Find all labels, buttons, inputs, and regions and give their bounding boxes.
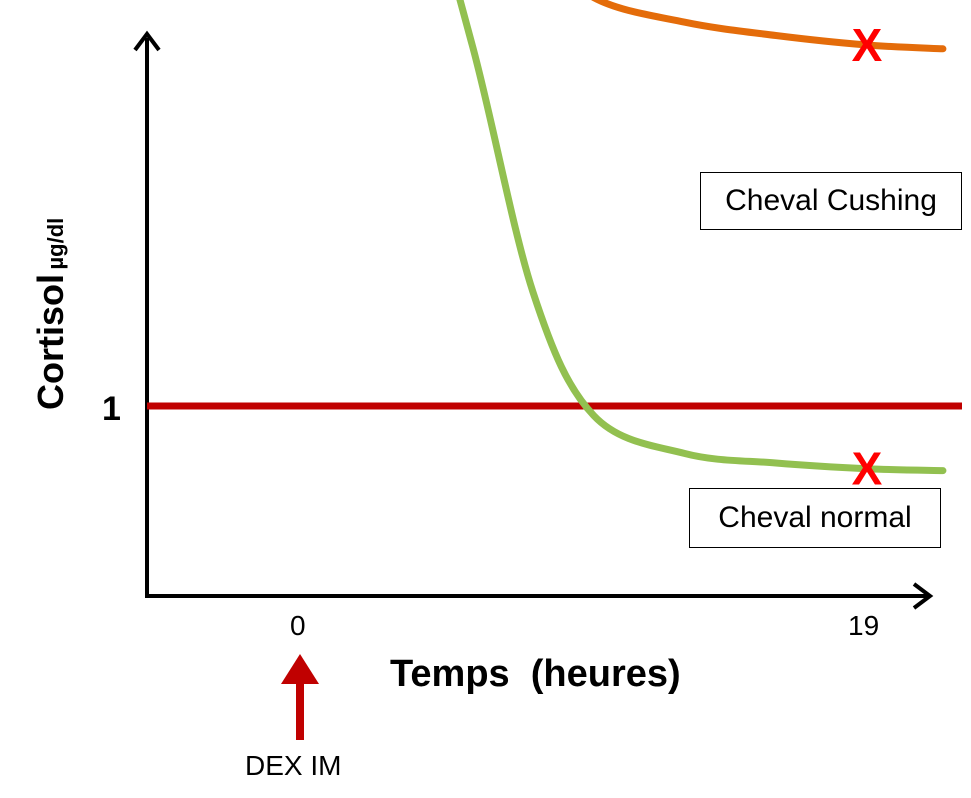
series-line-normal — [456, 0, 947, 475]
x-axis-title: Temps (heures) — [390, 653, 681, 695]
legend-cushing: Cheval Cushing — [700, 172, 962, 230]
x-tick-label-19: 19 — [848, 610, 880, 641]
x-tick-label-0: 0 — [290, 610, 306, 641]
y-tick-label: 1 — [102, 390, 121, 428]
y-axis-unit: µg/dl — [43, 217, 68, 270]
y-axis-title: Cortisol µg/dl — [30, 30, 90, 410]
y-axis-arrowhead — [133, 30, 161, 52]
dex-arrow-head — [281, 654, 319, 684]
dex-im-label: DEX IM — [245, 750, 342, 781]
x-axis-arrowhead — [912, 582, 934, 610]
legend-cushing-label: Cheval Cushing — [725, 184, 937, 217]
y-axis-label: Cortisol — [30, 273, 71, 410]
series-line-cushing — [591, 0, 947, 53]
x-marker-2: X — [852, 443, 883, 495]
legend-normal-label: Cheval normal — [718, 501, 912, 534]
x-marker-1: X — [852, 19, 883, 71]
legend-normal: Cheval normal — [689, 488, 941, 548]
